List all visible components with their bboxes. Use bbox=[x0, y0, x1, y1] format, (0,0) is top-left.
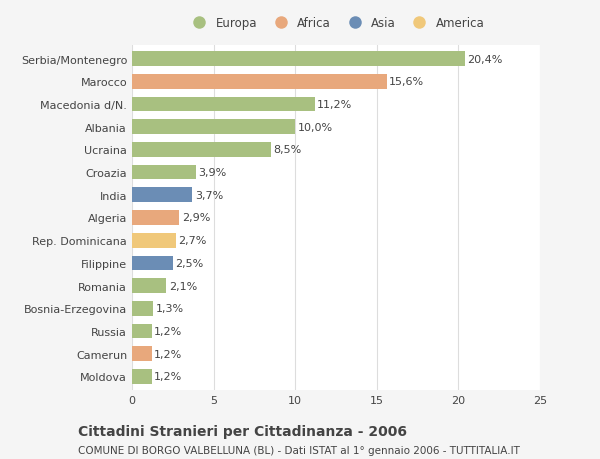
Text: 2,1%: 2,1% bbox=[169, 281, 197, 291]
Bar bbox=[132, 75, 386, 90]
Bar bbox=[132, 324, 152, 339]
Text: Cittadini Stranieri per Cittadinanza - 2006: Cittadini Stranieri per Cittadinanza - 2… bbox=[78, 425, 407, 438]
Text: 1,2%: 1,2% bbox=[154, 372, 182, 381]
Bar bbox=[132, 347, 152, 361]
Bar bbox=[132, 279, 166, 293]
Text: 1,2%: 1,2% bbox=[154, 349, 182, 359]
Text: 3,9%: 3,9% bbox=[198, 168, 226, 178]
Text: 1,3%: 1,3% bbox=[155, 303, 184, 313]
Bar bbox=[132, 97, 315, 112]
Bar bbox=[132, 188, 193, 203]
Text: COMUNE DI BORGO VALBELLUNA (BL) - Dati ISTAT al 1° gennaio 2006 - TUTTITALIA.IT: COMUNE DI BORGO VALBELLUNA (BL) - Dati I… bbox=[78, 445, 520, 455]
Bar bbox=[132, 233, 176, 248]
Bar bbox=[132, 52, 465, 67]
Text: 3,7%: 3,7% bbox=[195, 190, 223, 201]
Bar bbox=[132, 143, 271, 157]
Text: 11,2%: 11,2% bbox=[317, 100, 352, 110]
Text: 2,7%: 2,7% bbox=[179, 235, 207, 246]
Legend: Europa, Africa, Asia, America: Europa, Africa, Asia, America bbox=[187, 17, 485, 30]
Text: 15,6%: 15,6% bbox=[389, 77, 424, 87]
Bar bbox=[132, 211, 179, 225]
Bar bbox=[132, 165, 196, 180]
Bar bbox=[132, 301, 153, 316]
Text: 10,0%: 10,0% bbox=[298, 123, 333, 133]
Text: 1,2%: 1,2% bbox=[154, 326, 182, 336]
Bar bbox=[132, 120, 295, 135]
Text: 2,5%: 2,5% bbox=[175, 258, 203, 269]
Bar bbox=[132, 369, 152, 384]
Bar bbox=[132, 256, 173, 271]
Text: 20,4%: 20,4% bbox=[467, 55, 503, 64]
Text: 8,5%: 8,5% bbox=[273, 145, 301, 155]
Text: 2,9%: 2,9% bbox=[182, 213, 210, 223]
